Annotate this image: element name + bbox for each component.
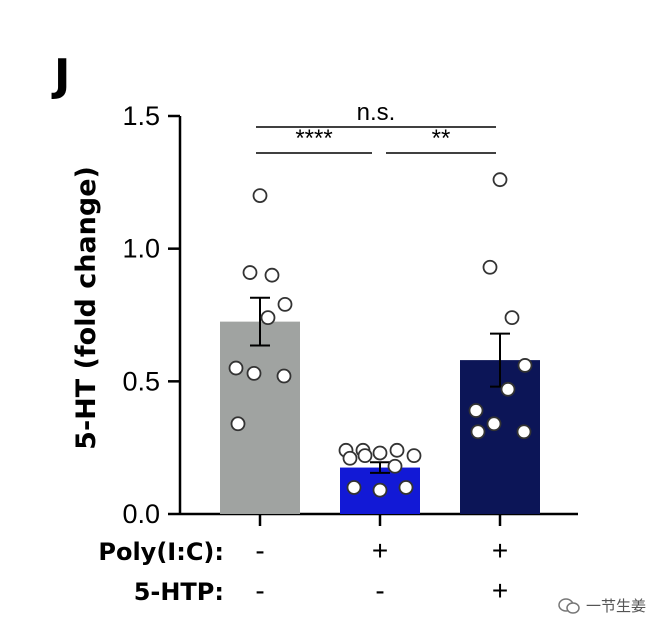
data-point	[470, 424, 486, 440]
significance-label: n.s.	[357, 99, 396, 126]
data-point	[372, 482, 388, 498]
data-point	[242, 265, 258, 280]
data-point	[504, 310, 520, 326]
data-point	[482, 259, 498, 275]
condition-sign: -	[375, 575, 384, 606]
data-point	[406, 448, 422, 464]
data-point	[516, 424, 532, 440]
significance-label: ****	[295, 125, 332, 152]
significance-group: n.s.**** **	[256, 99, 496, 154]
condition-label: 5-HTP:	[134, 578, 224, 606]
condition-sign: +	[492, 575, 508, 606]
panel-letter: J	[51, 50, 70, 101]
y-tick-label: 0.0	[122, 499, 160, 529]
watermark: 一节生姜	[558, 595, 646, 616]
y-tick-label: 1.0	[122, 234, 160, 264]
data-point	[387, 458, 403, 474]
data-point	[228, 360, 244, 376]
points-group	[228, 172, 533, 498]
watermark-text: 一节生姜	[585, 597, 646, 615]
data-point	[372, 445, 388, 461]
chat-bubble-icon	[558, 597, 580, 614]
data-point	[389, 442, 405, 458]
significance-label: **	[432, 125, 451, 152]
y-tick-label: 1.5	[122, 101, 160, 131]
condition-sign: +	[372, 535, 388, 566]
data-point	[468, 403, 484, 418]
data-point	[252, 188, 268, 204]
data-point	[517, 358, 533, 373]
y-ticks: 0.0 0.5 1.0 1.5	[122, 101, 502, 529]
y-axis-label: 5-HT (fold change)	[71, 166, 102, 450]
data-point	[486, 416, 502, 432]
condition-sign: +	[492, 535, 508, 566]
data-point	[346, 480, 362, 495]
data-point	[492, 172, 508, 188]
conditions-table: Poly(I:C): - + +5-HTP: - - +	[98, 535, 508, 606]
data-point	[500, 381, 516, 397]
y-tick-label: 0.5	[122, 366, 160, 396]
data-point	[230, 416, 246, 432]
data-point	[264, 267, 280, 283]
data-point	[246, 365, 262, 381]
data-point	[357, 448, 373, 464]
condition-label: Poly(I:C):	[98, 538, 224, 566]
data-point	[277, 296, 293, 312]
condition-sign: -	[255, 575, 264, 606]
bar	[220, 321, 300, 514]
condition-sign: -	[255, 535, 264, 566]
data-point	[276, 368, 292, 384]
data-point	[342, 450, 358, 466]
data-point	[260, 310, 276, 326]
data-point	[398, 480, 414, 495]
